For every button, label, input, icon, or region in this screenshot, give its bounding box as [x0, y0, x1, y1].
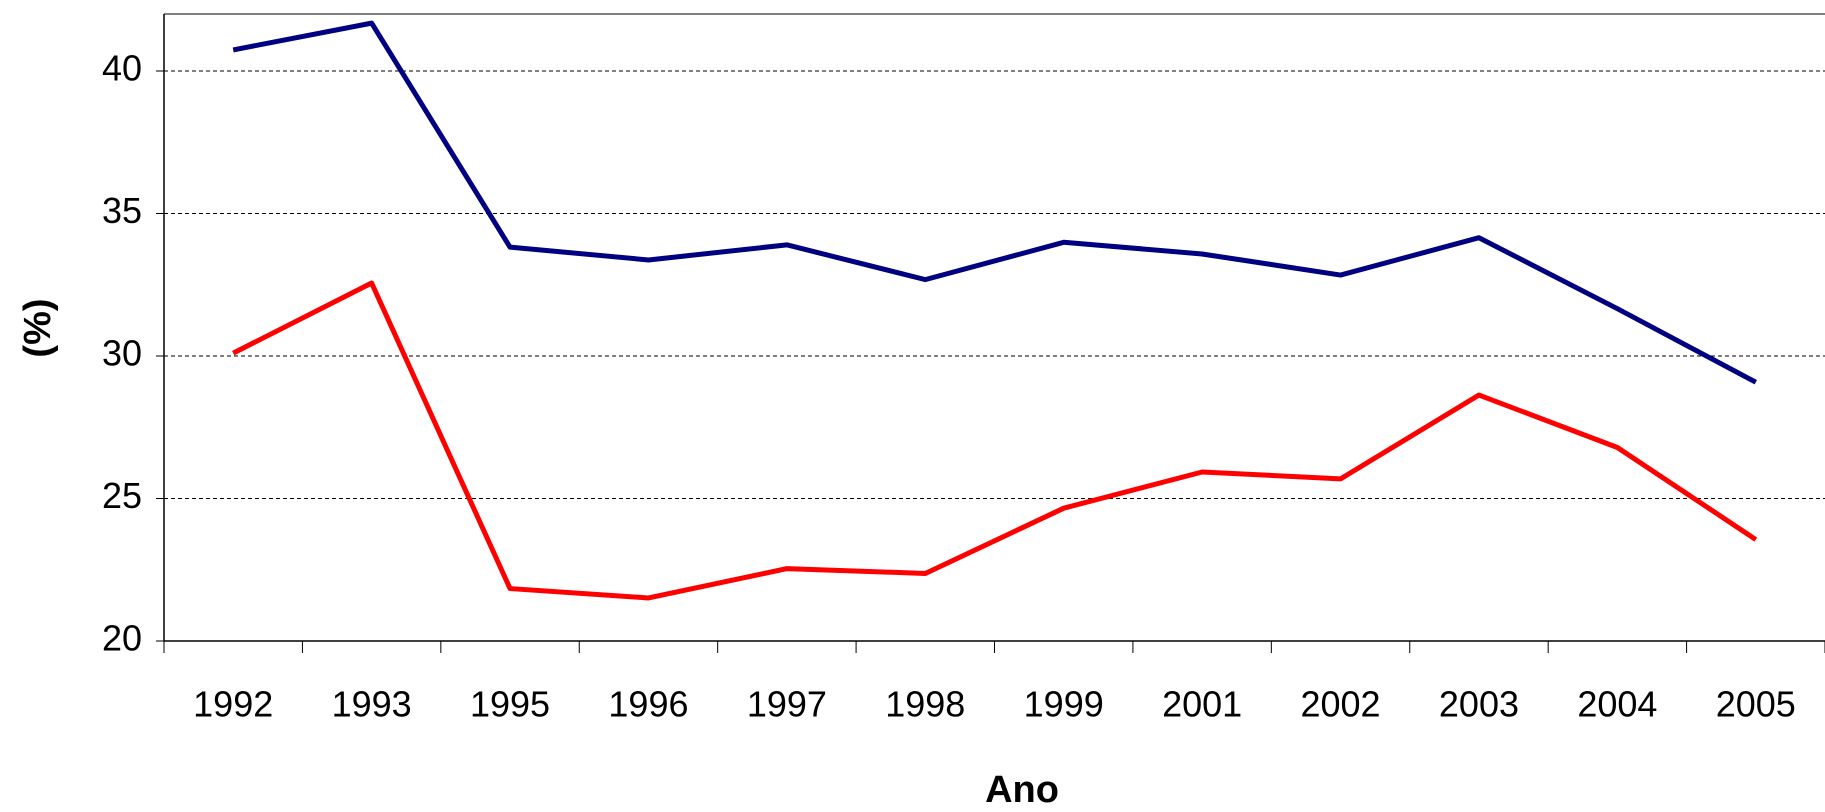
y-axis-title: (%): [17, 298, 59, 357]
x-tick-label: 2005: [1716, 684, 1796, 725]
series-line: [232, 280, 1758, 601]
y-tick-label: 35: [102, 190, 142, 231]
series-line: [232, 20, 1757, 385]
y-tick-label: 30: [102, 333, 142, 374]
x-tick-label: 1998: [885, 684, 965, 725]
x-tick-label: 2002: [1300, 684, 1380, 725]
x-tick-label: 2001: [1162, 684, 1242, 725]
x-tick-label: 1996: [608, 684, 688, 725]
x-tick-label: 1997: [747, 684, 827, 725]
y-tick-label: 40: [102, 48, 142, 89]
x-axis-title: Ano: [985, 769, 1059, 811]
x-tick-label: 1995: [470, 684, 550, 725]
x-tick-label: 1992: [193, 684, 273, 725]
y-tick-label: 25: [102, 475, 142, 516]
x-tick-label: 2003: [1439, 684, 1519, 725]
x-tick-label: 1999: [1024, 684, 1104, 725]
x-tick-label: 1993: [332, 684, 412, 725]
x-tick-label: 2004: [1577, 684, 1657, 725]
y-tick-label: 20: [102, 618, 142, 659]
